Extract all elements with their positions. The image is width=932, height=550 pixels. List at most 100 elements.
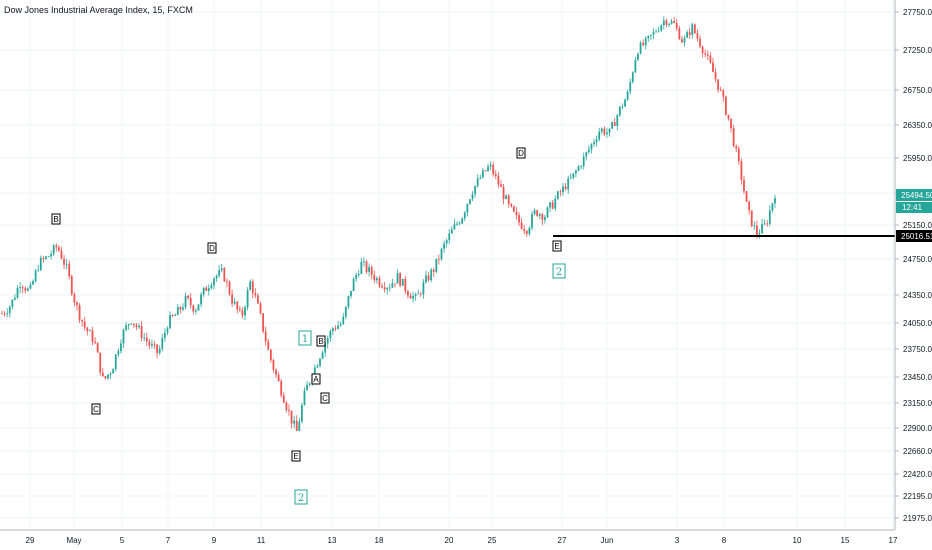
candle-body xyxy=(189,298,192,306)
candle-body xyxy=(205,287,208,291)
x-tick-label: 20 xyxy=(445,536,454,545)
y-tick-label: 24050.00 xyxy=(903,319,932,328)
candle-body xyxy=(688,32,691,35)
candle-body xyxy=(438,258,440,260)
wave-label: C xyxy=(322,394,328,403)
candle-body xyxy=(668,23,670,25)
candle-body xyxy=(357,273,360,276)
candle-body xyxy=(492,164,495,175)
candle-body xyxy=(16,287,19,298)
candle-body xyxy=(427,275,430,281)
candle-body xyxy=(207,288,210,291)
candle-body xyxy=(456,223,458,225)
candle-body xyxy=(443,243,445,249)
candle-body xyxy=(758,233,761,235)
candle-body xyxy=(445,240,448,244)
candle-body xyxy=(264,331,267,342)
candle-body xyxy=(474,185,477,195)
candle-body xyxy=(373,274,376,281)
candle-body xyxy=(24,288,27,291)
candle-body xyxy=(375,278,378,281)
candle-body xyxy=(68,263,71,277)
y-tick-label: 25950.00 xyxy=(903,154,932,163)
candle-body xyxy=(210,285,213,289)
last-price-value: 25494.50 xyxy=(901,191,932,200)
candle-body xyxy=(435,258,438,272)
x-tick-label: 3 xyxy=(675,536,680,545)
candle-body xyxy=(34,270,37,282)
x-tick-label: 25 xyxy=(488,536,497,545)
candle-body xyxy=(719,89,722,91)
candle-body xyxy=(303,390,306,405)
wave-label-box xyxy=(298,330,312,346)
time-axis-bg xyxy=(0,530,932,550)
candle-body xyxy=(332,328,334,332)
candle-body xyxy=(99,352,102,373)
candle-body xyxy=(774,198,776,204)
candle-body xyxy=(169,315,171,329)
candle-body xyxy=(50,253,53,257)
candle-body xyxy=(714,72,717,80)
x-tick-label: 29 xyxy=(26,536,35,545)
candle-body xyxy=(544,217,546,220)
candle-body xyxy=(94,341,96,344)
y-tick-label: 27750.00 xyxy=(903,8,932,17)
candle-body xyxy=(624,99,626,107)
candle-body xyxy=(724,96,727,115)
x-tick-label: 8 xyxy=(722,536,727,545)
candle-body xyxy=(425,275,427,283)
candle-body xyxy=(388,287,391,289)
candle-body xyxy=(132,323,135,325)
candle-body xyxy=(569,177,572,179)
candle-body xyxy=(298,421,301,431)
candle-body xyxy=(693,24,696,34)
candle-body xyxy=(202,287,205,295)
candle-body xyxy=(546,207,549,218)
time-axis[interactable]: 29 May 5 7 9 11 13 18 20 25 27 Jun 3 8 10 15 17 xyxy=(26,536,898,545)
candle-body xyxy=(639,42,642,54)
candle-body xyxy=(406,291,409,296)
candle-body xyxy=(500,184,502,187)
candle-body xyxy=(300,404,303,422)
candle-body xyxy=(238,309,241,311)
last-price-tag xyxy=(896,189,932,201)
candle-body xyxy=(735,146,738,149)
candle-body xyxy=(29,284,32,289)
candle-body xyxy=(419,293,422,295)
candle-body xyxy=(696,33,699,39)
candle-body xyxy=(171,315,174,316)
candle-body xyxy=(114,354,117,370)
candle-body xyxy=(637,53,639,60)
x-tick-label: 9 xyxy=(212,536,217,545)
candle-body xyxy=(699,38,701,47)
candle-body xyxy=(595,139,598,143)
candle-body xyxy=(520,222,523,229)
candle-body xyxy=(510,203,513,207)
x-tick-label: 7 xyxy=(166,536,171,545)
candle-body xyxy=(732,128,735,147)
y-tick-label: 24350.00 xyxy=(903,291,932,300)
candle-body xyxy=(750,210,753,227)
candle-body xyxy=(334,328,337,330)
support-price-tag xyxy=(896,230,932,242)
candle-body xyxy=(593,142,595,145)
candle-body xyxy=(107,374,109,379)
candle-body xyxy=(324,343,327,353)
candle-body xyxy=(386,288,389,290)
wave-label: D xyxy=(209,244,215,253)
candle-body xyxy=(683,37,686,43)
candle-body xyxy=(285,402,288,411)
candle-body xyxy=(241,310,244,316)
candle-body xyxy=(709,55,712,63)
wave-label: 1 xyxy=(302,334,308,345)
x-tick-label: 13 xyxy=(328,536,337,545)
candle-body xyxy=(476,178,479,186)
candle-body xyxy=(471,194,474,200)
candle-body xyxy=(42,257,45,259)
candle-body xyxy=(55,245,58,248)
candle-body xyxy=(722,90,725,97)
candle-body xyxy=(308,383,311,385)
candle-body xyxy=(450,229,453,234)
candle-body xyxy=(158,348,161,353)
candle-body xyxy=(321,352,324,359)
